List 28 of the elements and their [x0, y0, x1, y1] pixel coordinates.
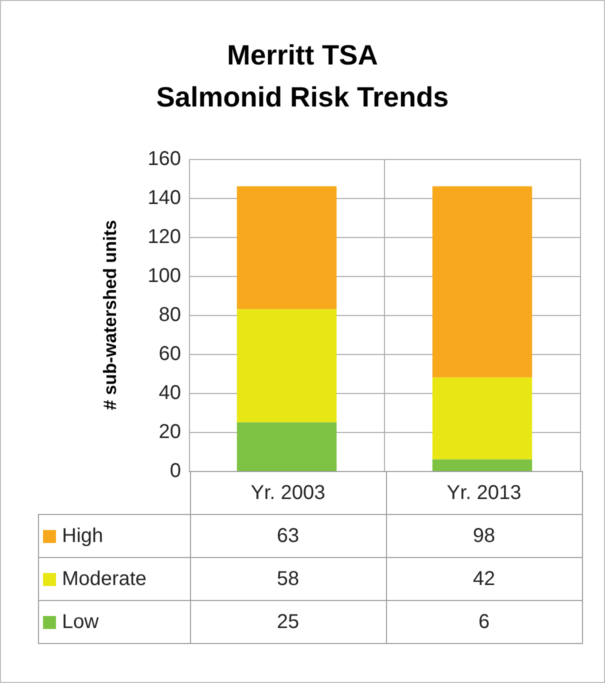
chart-title: Merritt TSA Salmonid Risk Trends: [156, 40, 449, 112]
y-axis-title: # sub-watershed units: [100, 220, 120, 410]
data-label: 25: [190, 600, 386, 644]
y-tick-label: 100: [148, 265, 181, 287]
bar: [236, 422, 337, 471]
data-label: 58: [190, 558, 386, 600]
x-tick-label: Yr. 2003: [190, 472, 386, 514]
y-tick-label: 80: [158, 304, 181, 326]
data-label: 98: [386, 514, 582, 558]
bar: [236, 309, 337, 422]
bar: [432, 377, 532, 460]
y-tick-label: 160: [148, 148, 181, 170]
y-tick-label: 40: [158, 382, 181, 404]
data-label: 42: [386, 558, 582, 600]
data-label: 63: [190, 514, 386, 558]
y-tick-label: 60: [158, 343, 181, 365]
y-tick-label: 120: [148, 226, 181, 248]
x-tick-label: Yr. 2013: [386, 472, 582, 514]
y-tick-label: 140: [148, 187, 181, 209]
bar: [432, 186, 532, 378]
y-tick-label: 0: [170, 460, 181, 482]
legend-label: Low: [38, 600, 190, 644]
legend-label: High: [38, 514, 190, 558]
legend-label: Moderate: [38, 558, 190, 600]
y-tick-label: 20: [158, 421, 181, 443]
data-label: 6: [386, 600, 582, 644]
bar: [432, 459, 532, 471]
bar: [236, 186, 337, 310]
